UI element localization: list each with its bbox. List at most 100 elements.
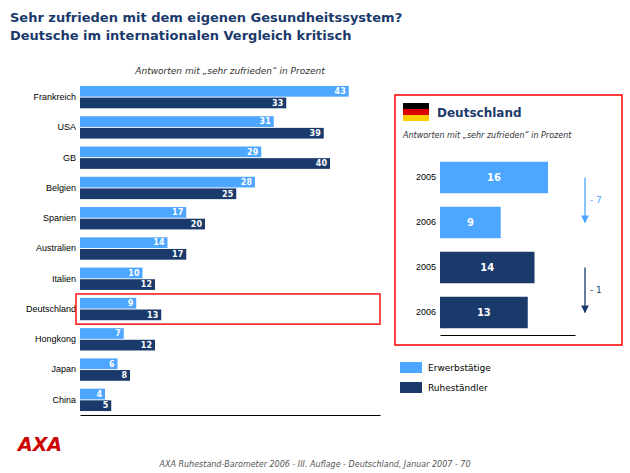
logo: AXA <box>16 433 62 455</box>
data-label: 12 <box>141 280 152 289</box>
annotation: - 7 <box>590 195 602 205</box>
inset-subtitle: Antworten mit „sehr zufrieden“ in Prozen… <box>402 131 572 140</box>
inset-title: Deutschland <box>437 106 522 120</box>
bar <box>440 207 501 239</box>
data-label: 29 <box>247 148 259 157</box>
y-tick-label: Frankreich <box>33 92 76 102</box>
data-label: 43 <box>335 87 346 96</box>
bar <box>440 297 528 329</box>
bar <box>80 147 261 158</box>
y-tick-label: USA <box>57 122 76 132</box>
data-label: 28 <box>241 178 253 187</box>
data-label: 14 <box>480 262 494 273</box>
legend-swatch <box>400 382 422 393</box>
data-label: 14 <box>153 238 165 247</box>
bar <box>80 370 130 381</box>
y-tick-label: Hongkong <box>35 334 76 344</box>
y-tick: Spanien <box>43 213 80 223</box>
y-tick: 2006 <box>416 217 440 227</box>
y-tick-label: 2005 <box>416 172 436 182</box>
y-tick-label: Belgien <box>46 183 76 193</box>
flag-stripe <box>403 109 429 115</box>
y-tick: Italien <box>52 274 80 284</box>
data-label: 25 <box>222 190 234 199</box>
bar <box>80 188 236 199</box>
y-tick: 2005 <box>416 172 440 182</box>
data-label: 12 <box>141 341 152 350</box>
legend: ErwerbstätigeRuheständler <box>400 362 491 393</box>
bar <box>80 340 155 351</box>
bar <box>80 219 205 230</box>
bar <box>80 358 118 369</box>
data-label: 4 <box>96 390 102 399</box>
inset-bars <box>440 162 548 329</box>
inset-y-axis: 2005 2006 2005 2006 <box>416 172 440 317</box>
inset-x-axis <box>441 335 576 336</box>
y-tick-label: 2006 <box>416 307 436 317</box>
legend-label: Erwerbstätige <box>428 363 491 373</box>
change-arrow <box>584 178 585 223</box>
subtitle: Deutsche im internationalen Vergleich kr… <box>10 28 352 43</box>
data-label: 7 <box>115 329 121 338</box>
data-label: 13 <box>147 311 158 320</box>
bar <box>80 86 349 97</box>
bar <box>80 249 186 260</box>
highlight-box <box>76 294 380 324</box>
inset-frame <box>395 95 622 345</box>
flag-stripe <box>403 115 429 121</box>
data-label: 10 <box>128 269 140 278</box>
legend-swatch <box>400 362 422 373</box>
bar <box>80 328 124 339</box>
y-tick: Belgien <box>46 183 80 193</box>
title: Sehr zufrieden mit dem eigenen Gesundhei… <box>10 10 402 25</box>
y-tick-label: Spanien <box>43 213 76 223</box>
data-labels: 43312928171410976433394025201712131285 <box>96 87 345 410</box>
data-label: 8 <box>121 371 127 380</box>
chart: Sehr zufrieden mit dem eigenen Gesundhei… <box>0 0 630 473</box>
data-label: 16 <box>487 172 501 183</box>
y-tick-label: China <box>52 395 76 405</box>
x-axis-line <box>441 335 576 336</box>
plot-subtitle: Antworten mit „sehr zufrieden“ in Prozen… <box>134 66 325 76</box>
data-label: 17 <box>172 208 183 217</box>
y-tick: China <box>52 395 80 405</box>
data-label: 5 <box>103 401 109 410</box>
bar <box>80 310 161 321</box>
y-tick: USA <box>57 122 80 132</box>
bars <box>80 86 349 411</box>
data-label: 9 <box>128 299 134 308</box>
y-tick: 2005 <box>416 262 440 272</box>
bar <box>80 298 136 309</box>
change-arrow <box>584 268 585 313</box>
y-tick-label: 2006 <box>416 217 436 227</box>
y-tick: Frankreich <box>33 92 80 102</box>
y-axis: FrankreichUSAGBBelgienSpanienAustralienI… <box>26 92 80 405</box>
bar <box>80 207 186 218</box>
bar <box>80 389 105 400</box>
y-tick-label: Italien <box>52 274 76 284</box>
y-tick-label: GB <box>63 153 76 163</box>
bar <box>80 158 330 169</box>
data-label: 17 <box>172 250 183 259</box>
flag <box>403 103 429 121</box>
bar <box>80 400 111 411</box>
change-arrows: - 7- 1 <box>585 178 602 313</box>
data-label: 20 <box>191 220 203 229</box>
x-axis-line <box>81 415 381 416</box>
data-label: 13 <box>477 307 491 318</box>
data-label: 9 <box>467 217 474 228</box>
y-tick: Hongkong <box>35 334 80 344</box>
y-tick-label: 2005 <box>416 262 436 272</box>
data-label: 6 <box>109 360 115 369</box>
bar <box>440 162 548 194</box>
bar <box>80 279 155 290</box>
bar <box>80 128 324 139</box>
y-tick: GB <box>63 153 80 163</box>
y-tick-label: Japan <box>51 364 76 374</box>
x-axis <box>81 415 381 416</box>
bar <box>80 98 286 109</box>
bar <box>80 268 143 279</box>
data-label: 33 <box>272 99 283 108</box>
data-label: 40 <box>316 159 328 168</box>
flag-stripe <box>403 103 429 109</box>
